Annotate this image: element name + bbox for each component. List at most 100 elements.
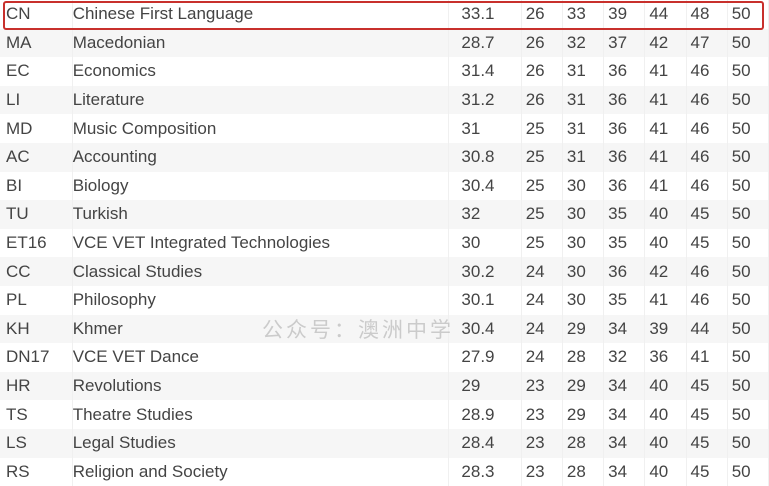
percentile-score: 26 — [521, 57, 563, 86]
percentile-score: 33 — [562, 0, 605, 29]
percentile-score: 24 — [521, 343, 563, 372]
percentile-score: 50 — [727, 314, 769, 344]
percentile-score: 34 — [603, 314, 646, 344]
table-row: TU Turkish 32 25 30 35 40 45 50 — [0, 200, 769, 229]
subject-name: VCE VET Dance — [72, 343, 450, 372]
percentile-score: 31 — [562, 85, 605, 115]
percentile-score: 40 — [644, 400, 687, 429]
percentile-score: 45 — [686, 457, 728, 486]
average-score: 33.1 — [448, 0, 522, 29]
subject-name: Biology — [72, 171, 450, 201]
percentile-score: 36 — [603, 85, 646, 115]
percentile-score: 40 — [644, 200, 687, 229]
percentile-score: 45 — [686, 371, 728, 401]
average-score: 30.4 — [448, 314, 522, 344]
percentile-score: 36 — [644, 343, 687, 372]
percentile-score: 29 — [562, 314, 605, 344]
subject-name: Literature — [72, 85, 450, 115]
percentile-score: 32 — [603, 343, 646, 372]
percentile-score: 45 — [686, 428, 728, 458]
average-score: 30.1 — [448, 285, 522, 315]
percentile-score: 40 — [644, 457, 687, 486]
percentile-score: 50 — [727, 400, 769, 429]
percentile-score: 23 — [521, 400, 563, 429]
subject-name: Turkish — [72, 200, 450, 229]
percentile-score: 28 — [562, 428, 605, 458]
subject-name: Khmer — [72, 314, 450, 344]
percentile-score: 36 — [603, 171, 646, 201]
percentile-score: 30 — [562, 228, 605, 258]
percentile-score: 29 — [562, 400, 605, 429]
percentile-score: 44 — [644, 0, 687, 29]
subject-code: LS — [0, 428, 73, 458]
percentile-score: 48 — [686, 0, 728, 29]
percentile-score: 25 — [521, 228, 563, 258]
average-score: 32 — [448, 200, 522, 229]
average-score: 29 — [448, 371, 522, 401]
percentile-score: 42 — [644, 28, 687, 58]
percentile-score: 50 — [727, 343, 769, 372]
percentile-score: 46 — [686, 57, 728, 86]
subject-name: Economics — [72, 57, 450, 86]
average-score: 31 — [448, 114, 522, 143]
average-score: 27.9 — [448, 343, 522, 372]
subject-code: HR — [0, 371, 73, 401]
percentile-score: 24 — [521, 314, 563, 344]
percentile-score: 24 — [521, 285, 563, 315]
percentile-score: 50 — [727, 228, 769, 258]
percentile-score: 50 — [727, 257, 769, 286]
percentile-score: 39 — [644, 314, 687, 344]
subject-code: CN — [0, 0, 73, 29]
percentile-score: 36 — [603, 114, 646, 143]
subject-name: Philosophy — [72, 285, 450, 315]
percentile-score: 50 — [727, 428, 769, 458]
percentile-score: 24 — [521, 257, 563, 286]
percentile-score: 31 — [562, 142, 605, 172]
percentile-score: 29 — [562, 371, 605, 401]
average-score: 30.4 — [448, 171, 522, 201]
subject-code: DN17 — [0, 343, 73, 372]
percentile-score: 41 — [644, 57, 687, 86]
percentile-score: 25 — [521, 171, 563, 201]
table-row: MA Macedonian 28.7 26 32 37 42 47 50 — [0, 28, 769, 58]
table-row: CN Chinese First Language 33.1 26 33 39 44 48 50 — [0, 0, 769, 29]
subject-name: Accounting — [72, 142, 450, 172]
percentile-score: 50 — [727, 200, 769, 229]
percentile-score: 31 — [562, 57, 605, 86]
percentile-score: 50 — [727, 85, 769, 115]
percentile-score: 50 — [727, 28, 769, 58]
percentile-score: 36 — [603, 257, 646, 286]
percentile-score: 50 — [727, 285, 769, 315]
subject-code: BI — [0, 171, 73, 201]
percentile-score: 35 — [603, 228, 646, 258]
percentile-score: 41 — [644, 85, 687, 115]
percentile-score: 47 — [686, 28, 728, 58]
percentile-score: 41 — [644, 285, 687, 315]
percentile-score: 50 — [727, 114, 769, 143]
percentile-score: 25 — [521, 142, 563, 172]
subject-name: Theatre Studies — [72, 400, 450, 429]
average-score: 30.8 — [448, 142, 522, 172]
percentile-score: 45 — [686, 400, 728, 429]
subject-code: AC — [0, 142, 73, 172]
subject-code: ET16 — [0, 228, 73, 258]
percentile-score: 23 — [521, 457, 563, 486]
percentile-score: 26 — [521, 85, 563, 115]
table-row: TS Theatre Studies 28.9 23 29 34 40 45 50 — [0, 400, 769, 429]
percentile-score: 44 — [686, 314, 728, 344]
percentile-score: 40 — [644, 428, 687, 458]
percentile-score: 34 — [603, 371, 646, 401]
average-score: 28.4 — [448, 428, 522, 458]
percentile-score: 50 — [727, 0, 769, 29]
percentile-score: 30 — [562, 257, 605, 286]
subject-name: Classical Studies — [72, 257, 450, 286]
table-row: AC Accounting 30.8 25 31 36 41 46 50 — [0, 142, 769, 172]
percentile-score: 50 — [727, 171, 769, 201]
subject-name: Legal Studies — [72, 428, 450, 458]
percentile-score: 37 — [603, 28, 646, 58]
percentile-score: 50 — [727, 457, 769, 486]
percentile-score: 41 — [644, 171, 687, 201]
percentile-score: 46 — [686, 171, 728, 201]
subject-code: EC — [0, 57, 73, 86]
